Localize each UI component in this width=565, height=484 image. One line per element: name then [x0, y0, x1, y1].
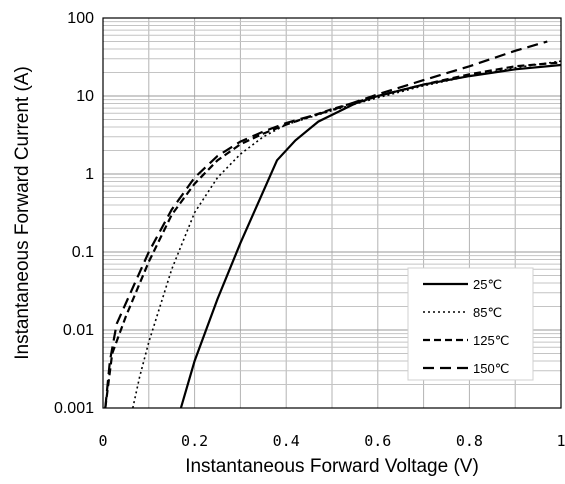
- series-line: [104, 40, 548, 408]
- x-tick-label: 0.4: [273, 432, 300, 450]
- legend-box: [407, 267, 534, 381]
- legend-label: 85℃: [473, 305, 502, 320]
- y-axis-label: Instantaneous Forward Current (A): [12, 66, 33, 360]
- x-tick-label: 0.2: [181, 432, 208, 450]
- legend-label: 150℃: [473, 361, 509, 376]
- legend-label: 125℃: [473, 333, 509, 348]
- x-tick-label: 0.8: [456, 432, 483, 450]
- legend: 25℃ 85℃ 125℃ 150℃: [407, 267, 534, 381]
- y-tick-label: 0.1: [72, 244, 94, 261]
- x-tick-label: 1: [556, 432, 565, 450]
- y-tick-label: 0.001: [54, 400, 94, 417]
- plot-frame: [102, 17, 562, 409]
- y-tick-label: 10: [76, 88, 94, 105]
- x-tick-label: 0.6: [364, 432, 391, 450]
- series-lines: [104, 40, 561, 408]
- x-axis-label: Instantaneous Forward Voltage (V): [185, 456, 479, 477]
- x-tick-label: 0: [98, 432, 107, 450]
- y-tick-label: 100: [67, 10, 94, 27]
- y-tick-label: 0.01: [63, 322, 94, 339]
- tick-labels: 0.001 0.01 0.1 1 10 100 0 0.2 0.4 0.6 0.8 1: [54, 10, 565, 450]
- series-line: [104, 61, 561, 408]
- y-tick-label: 1: [85, 166, 94, 183]
- legend-label: 25℃: [473, 277, 502, 292]
